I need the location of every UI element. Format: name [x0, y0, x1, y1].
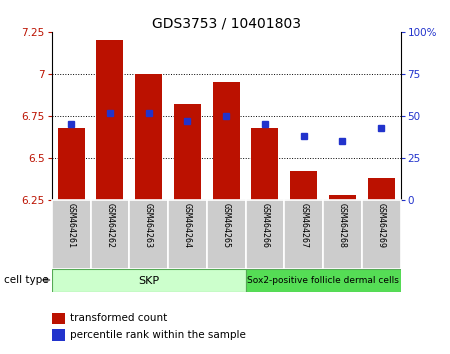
Text: GSM464268: GSM464268 [338, 203, 347, 248]
Bar [246, 200, 284, 269]
Bar [135, 74, 162, 200]
Text: GSM464261: GSM464261 [67, 203, 76, 248]
Bar [368, 178, 395, 200]
Bar [52, 200, 90, 269]
Text: SKP: SKP [138, 275, 159, 286]
Bar [251, 128, 279, 200]
Text: GSM464269: GSM464269 [377, 203, 386, 248]
Text: GSM464265: GSM464265 [221, 203, 230, 248]
Text: GSM464262: GSM464262 [105, 203, 114, 248]
Bar [284, 200, 323, 269]
Bar [362, 200, 400, 269]
Bar [90, 200, 129, 269]
Bar [207, 200, 246, 269]
Text: cell type: cell type [4, 275, 49, 285]
Text: GSM464264: GSM464264 [183, 203, 192, 248]
Text: Sox2-positive follicle dermal cells: Sox2-positive follicle dermal cells [247, 276, 399, 285]
Text: GSM464266: GSM464266 [261, 203, 270, 248]
Bar [329, 195, 356, 200]
Text: GSM464267: GSM464267 [299, 203, 308, 248]
Text: percentile rank within the sample: percentile rank within the sample [70, 330, 246, 340]
Text: GSM464263: GSM464263 [144, 203, 153, 248]
Bar [323, 200, 362, 269]
Bar [58, 128, 85, 200]
Bar [96, 40, 123, 200]
Bar [52, 269, 246, 292]
Title: GDS3753 / 10401803: GDS3753 / 10401803 [152, 17, 301, 31]
Bar [168, 200, 207, 269]
Bar [129, 200, 168, 269]
Bar [246, 269, 400, 292]
Bar [290, 171, 317, 200]
Text: transformed count: transformed count [70, 313, 167, 323]
Bar [174, 104, 201, 200]
Bar [212, 82, 240, 200]
